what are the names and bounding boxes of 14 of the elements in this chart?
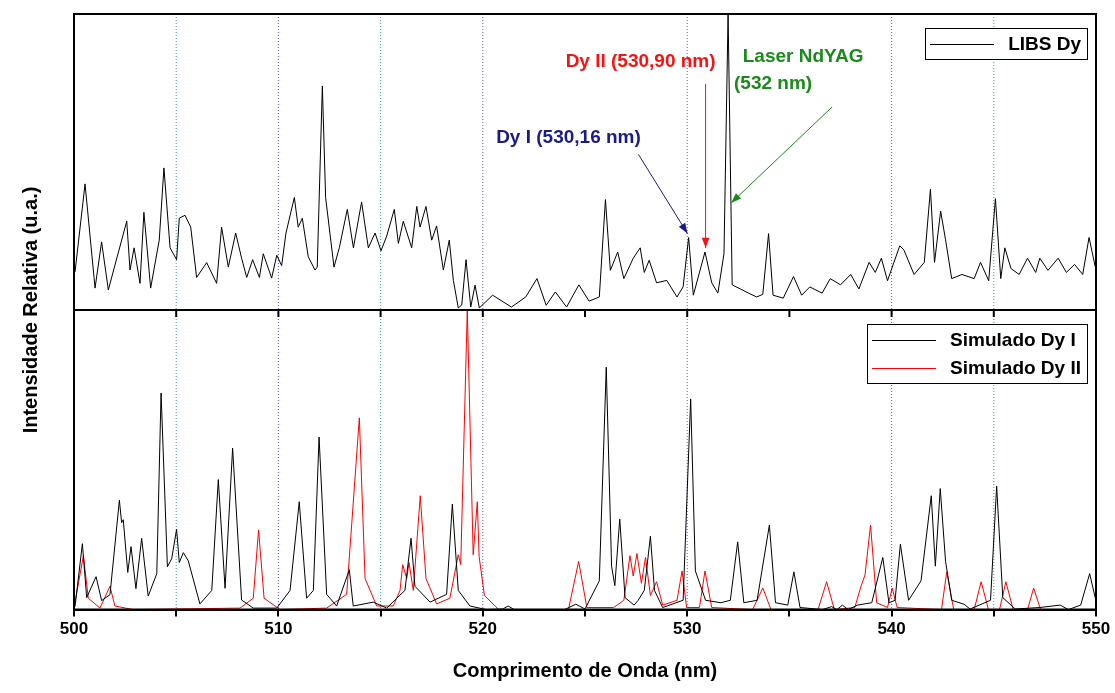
x-axis-title: Comprimento de Onda (nm) xyxy=(452,658,718,681)
x-tick-label: 550 xyxy=(1081,619,1111,639)
legend-label: Simulado Dy I xyxy=(950,329,1076,351)
x-tick-label: 520 xyxy=(468,619,497,639)
annotation: Laser NdYAG (532 nm) xyxy=(734,45,864,94)
annotation: Dy II (530,90 nm) xyxy=(565,50,716,72)
legend-label: Simulado Dy II xyxy=(950,357,1081,379)
x-tick-label: 510 xyxy=(264,619,293,639)
legend-label: LIBS Dy xyxy=(1008,33,1081,55)
x-tick-label: 530 xyxy=(673,619,702,639)
annotation: Dy I (530,16 nm) xyxy=(496,125,641,147)
x-tick-label: 540 xyxy=(877,619,906,639)
x-tick-label: 500 xyxy=(59,619,89,639)
y-axis-title: Intensidade Relativa (u.a.) xyxy=(18,186,42,434)
